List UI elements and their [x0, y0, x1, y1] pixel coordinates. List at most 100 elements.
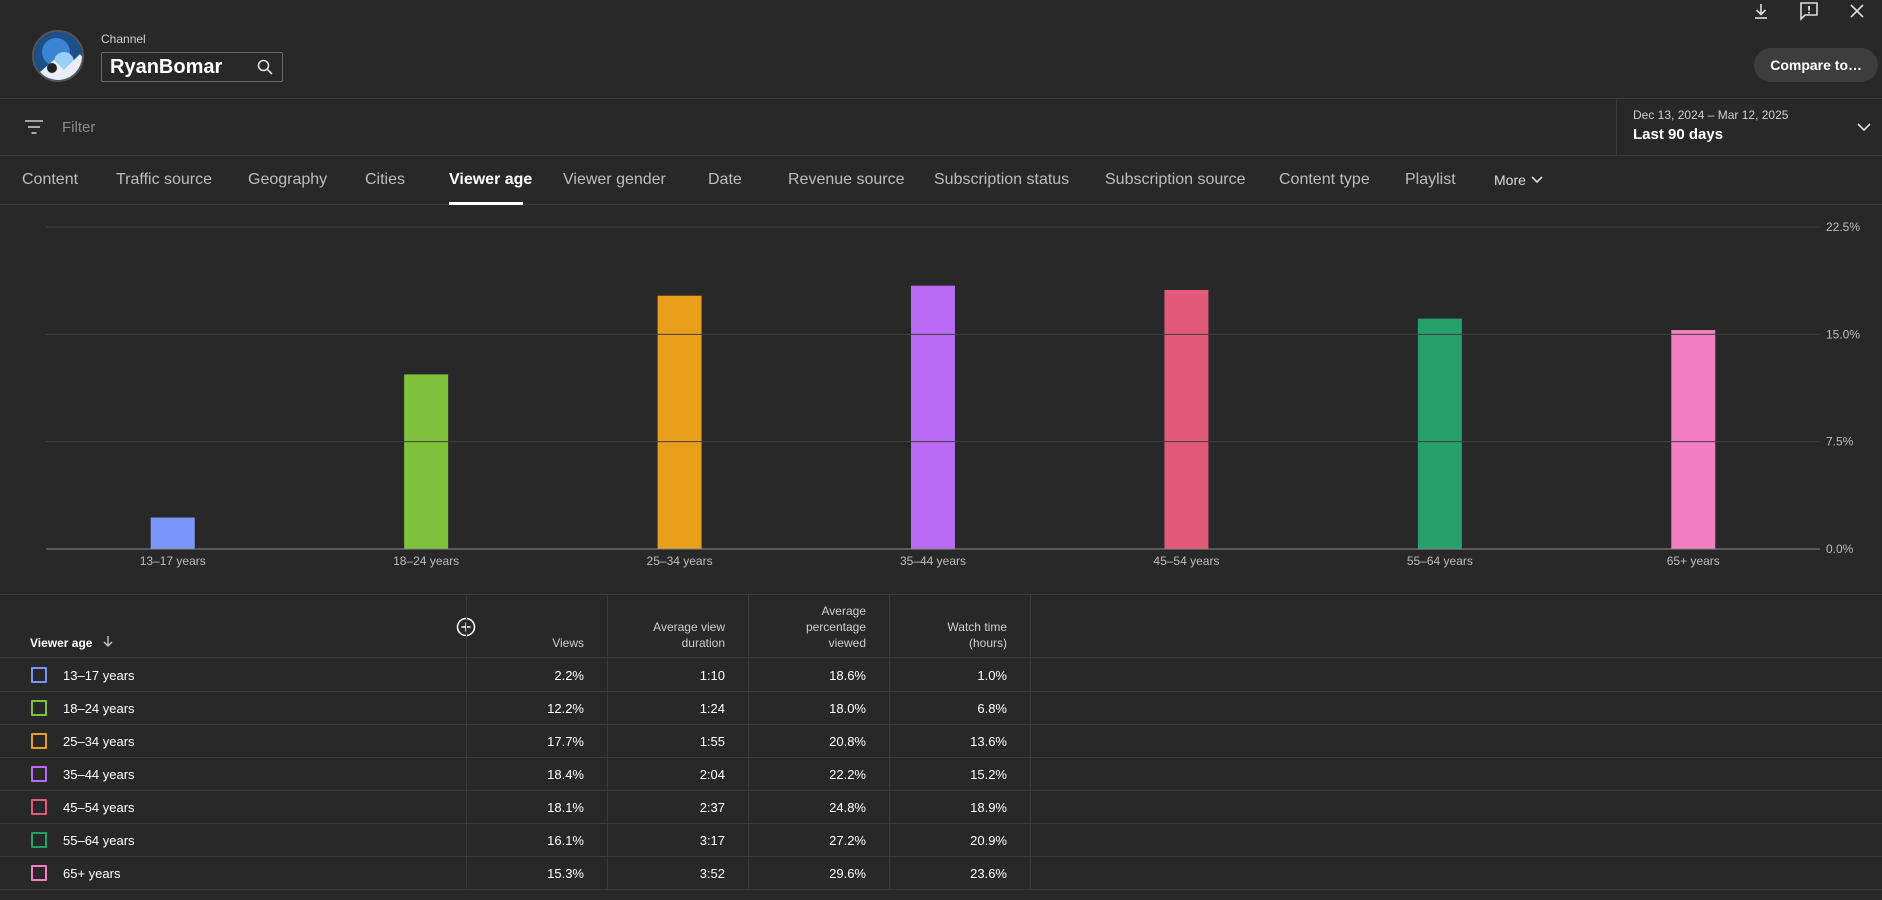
- active-tab-indicator: [449, 202, 523, 205]
- compare-button[interactable]: Compare to…: [1754, 48, 1878, 82]
- y-tick-label: 7.5%: [1826, 435, 1854, 449]
- tab-revenue-source[interactable]: Revenue source: [788, 171, 905, 188]
- series-checkbox[interactable]: [31, 733, 47, 749]
- cell-watch-time: 15.2%: [970, 767, 1007, 782]
- cell-watch-time: 18.9%: [970, 800, 1007, 815]
- tab-content-type[interactable]: Content type: [1279, 171, 1370, 188]
- search-icon[interactable]: [256, 58, 274, 76]
- chart-bar[interactable]: [1164, 289, 1209, 549]
- cell-views: 18.1%: [547, 800, 584, 815]
- filter-bar: [0, 99, 1882, 156]
- channel-name: RyanBomar: [110, 55, 223, 78]
- row-label: 13–17 years: [63, 668, 135, 683]
- table-row: 45–54 years 18.1% 2:37 24.8% 18.9%: [0, 791, 1882, 824]
- table-header: Viewer age Views Average view duration A…: [0, 595, 1882, 658]
- row-label: 65+ years: [63, 866, 121, 881]
- viewer-age-table: Viewer age Views Average view duration A…: [0, 594, 1882, 900]
- feedback-icon[interactable]: [1796, 0, 1822, 22]
- date-period-text: Last 90 days: [1633, 126, 1724, 143]
- y-tick-label: 15.0%: [1826, 327, 1860, 341]
- cell-avg-percentage-viewed: 22.2%: [829, 767, 866, 782]
- column-header-watch-time[interactable]: Watch time (hours): [947, 619, 1007, 651]
- series-checkbox[interactable]: [31, 667, 47, 683]
- x-tick-label: 25–34 years: [647, 554, 713, 568]
- sort-arrow-down-icon: [102, 635, 114, 651]
- column-header-viewer-age[interactable]: Viewer age: [30, 635, 114, 651]
- viewer-age-chart: 0.0% 7.5% 15.0% 22.5% 13–17 years 18–24 years…: [0, 205, 1882, 595]
- cell-views: 17.7%: [547, 734, 584, 749]
- table-row: 35–44 years 18.4% 2:04 22.2% 15.2%: [0, 758, 1882, 791]
- series-checkbox[interactable]: [31, 799, 47, 815]
- column-header-views[interactable]: Views: [552, 636, 584, 650]
- chart-bar[interactable]: [404, 374, 449, 549]
- chart-bar[interactable]: [1417, 318, 1462, 549]
- tab-more[interactable]: More: [1494, 172, 1544, 189]
- x-tick-label: 65+ years: [1667, 554, 1720, 568]
- tab-viewer-gender[interactable]: Viewer gender: [563, 171, 666, 188]
- table-row: 65+ years 15.3% 3:52 29.6% 23.6%: [0, 857, 1882, 890]
- column-header-line: percentage: [805, 620, 866, 634]
- row-label: 55–64 years: [63, 833, 135, 848]
- close-icon[interactable]: [1844, 0, 1870, 22]
- tab-cities[interactable]: Cities: [365, 171, 406, 188]
- tab-date[interactable]: Date: [708, 171, 742, 188]
- cell-watch-time: 13.6%: [970, 734, 1007, 749]
- channel-avatar[interactable]: [32, 30, 84, 82]
- tab-traffic-source[interactable]: Traffic source: [116, 171, 213, 188]
- chart-bar[interactable]: [911, 285, 955, 549]
- column-header-line: duration: [681, 636, 725, 650]
- column-divider: [607, 595, 608, 890]
- column-header-line: viewed: [828, 636, 866, 650]
- cell-views: 16.1%: [547, 833, 584, 848]
- series-checkbox[interactable]: [31, 700, 47, 716]
- filter-icon[interactable]: [24, 118, 44, 136]
- table-row: 13–17 years 2.2% 1:10 18.6% 1.0%: [0, 659, 1882, 692]
- tab-geography[interactable]: Geography: [248, 171, 328, 188]
- column-header-line: Average: [821, 604, 866, 618]
- series-checkbox[interactable]: [31, 865, 47, 881]
- x-tick-label: 55–64 years: [1407, 554, 1473, 568]
- x-tick-label: 18–24 years: [393, 554, 459, 568]
- tab-subscription-source[interactable]: Subscription source: [1105, 171, 1246, 188]
- tab-content[interactable]: Content: [22, 171, 79, 188]
- channel-label: Channel: [101, 32, 146, 46]
- chart-bar[interactable]: [150, 517, 195, 549]
- cell-avg-view-duration: 3:17: [699, 833, 725, 848]
- chart-bar[interactable]: [657, 295, 702, 549]
- series-checkbox[interactable]: [31, 832, 47, 848]
- column-header-label: Viewer age: [30, 636, 93, 650]
- column-divider: [1030, 595, 1031, 890]
- row-label: 45–54 years: [63, 800, 135, 815]
- column-header-line: Average view: [653, 620, 725, 634]
- tab-subscription-status[interactable]: Subscription status: [934, 171, 1070, 188]
- date-range-picker[interactable]: Dec 13, 2024 – Mar 12, 2025 Last 90 days: [1616, 99, 1882, 156]
- download-icon[interactable]: [1748, 0, 1774, 22]
- row-label: 35–44 years: [63, 767, 135, 782]
- cell-views: 15.3%: [547, 866, 584, 881]
- cell-watch-time: 1.0%: [977, 668, 1007, 683]
- x-tick-label: 35–44 years: [900, 554, 966, 568]
- filter-input[interactable]: [62, 116, 562, 138]
- chart-bar[interactable]: [1671, 330, 1716, 549]
- tab-viewer-age[interactable]: Viewer age: [449, 171, 533, 188]
- cell-avg-view-duration: 2:04: [699, 767, 725, 782]
- row-label: 25–34 years: [63, 734, 135, 749]
- channel-selector[interactable]: RyanBomar: [101, 52, 283, 82]
- tab-more-label: More: [1494, 172, 1526, 188]
- series-checkbox[interactable]: [31, 766, 47, 782]
- y-tick-label: 0.0%: [1826, 542, 1854, 556]
- cell-avg-percentage-viewed: 20.8%: [829, 734, 866, 749]
- tab-playlist[interactable]: Playlist: [1405, 171, 1456, 188]
- column-header-avg-percentage-viewed[interactable]: Average percentage viewed: [806, 603, 866, 651]
- cell-avg-view-duration: 2:37: [699, 800, 725, 815]
- date-range-text: Dec 13, 2024 – Mar 12, 2025: [1633, 108, 1789, 122]
- column-divider: [466, 595, 467, 890]
- cell-views: 2.2%: [554, 668, 584, 683]
- column-header-avg-view-duration[interactable]: Average view duration: [653, 619, 725, 651]
- dimension-tabs: Content Traffic source Geography Cities …: [0, 156, 1882, 205]
- cell-avg-view-duration: 1:55: [699, 734, 725, 749]
- column-header-line: Watch time: [947, 620, 1007, 634]
- bar-chart: 0.0% 7.5% 15.0% 22.5% 13–17 years 18–24 years…: [46, 220, 1860, 568]
- cell-avg-percentage-viewed: 29.6%: [829, 866, 866, 881]
- cell-watch-time: 20.9%: [970, 833, 1007, 848]
